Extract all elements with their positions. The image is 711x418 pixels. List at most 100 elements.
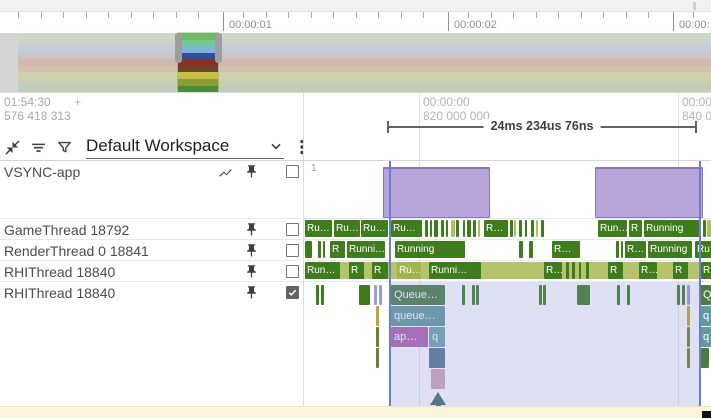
sched-slice[interactable]: Run…: [305, 262, 340, 279]
sched-slice[interactable]: [510, 220, 513, 237]
thread-slice[interactable]: [687, 348, 690, 368]
track-select-checkbox[interactable]: [286, 165, 299, 178]
thread-slice[interactable]: q: [429, 327, 445, 347]
sched-slice[interactable]: Running: [648, 241, 692, 258]
sched-slice[interactable]: [305, 241, 312, 258]
thread-slice[interactable]: [617, 285, 620, 305]
pin-track-icon[interactable]: [244, 285, 259, 300]
sched-slice[interactable]: R…: [544, 262, 562, 279]
thread-slice[interactable]: [627, 285, 630, 305]
thread-slice[interactable]: ap…: [391, 327, 428, 347]
thread-slice[interactable]: [431, 369, 445, 389]
sched-slice[interactable]: R: [330, 241, 345, 258]
sched-slice[interactable]: [478, 220, 480, 237]
sched-slice[interactable]: Runni…: [429, 262, 481, 279]
sched-slice[interactable]: Ru…: [305, 220, 332, 237]
sched-slice[interactable]: [616, 241, 619, 258]
sched-slice[interactable]: [572, 262, 575, 279]
sched-slice[interactable]: [703, 220, 706, 237]
vsync-counter-rect[interactable]: [595, 167, 703, 218]
selection-start-line[interactable]: [389, 161, 391, 406]
sched-slice[interactable]: [456, 220, 459, 237]
workspace-selector[interactable]: Default Workspace: [86, 136, 284, 159]
sched-slice[interactable]: [566, 262, 569, 279]
thread-slice[interactable]: [677, 285, 680, 305]
thread-slice[interactable]: [682, 285, 685, 305]
thread-slice[interactable]: [316, 285, 319, 305]
sched-slice[interactable]: [323, 241, 325, 258]
pin-track-icon[interactable]: [244, 222, 259, 237]
vsync-counter-rect[interactable]: [383, 167, 490, 218]
sched-slice[interactable]: R…: [625, 241, 646, 258]
thread-slice[interactable]: [700, 348, 709, 368]
sched-slice[interactable]: Running: [395, 241, 465, 258]
thread-slice[interactable]: [476, 285, 479, 305]
collapse-tracks-icon[interactable]: [4, 139, 21, 156]
sched-slice[interactable]: [451, 220, 455, 237]
sched-slice[interactable]: [519, 220, 522, 237]
sched-slice[interactable]: [514, 220, 516, 237]
track-select-checkbox[interactable]: [286, 265, 299, 278]
sched-slice[interactable]: R: [349, 262, 364, 279]
minimap-left-handle[interactable]: [174, 33, 182, 63]
sched-slice[interactable]: Ru…: [334, 220, 360, 237]
track-select-checkbox[interactable]: [286, 286, 299, 299]
sched-slice[interactable]: [519, 241, 523, 258]
thread-slice[interactable]: [687, 285, 690, 305]
top-scrollbar[interactable]: [0, 0, 711, 12]
sched-slice[interactable]: Ru…: [397, 262, 421, 279]
minimap-viewport[interactable]: [178, 33, 218, 93]
sched-slice[interactable]: [541, 220, 544, 237]
track-select-checkbox[interactable]: [286, 223, 299, 236]
thread-slice[interactable]: [577, 285, 590, 305]
sched-slice[interactable]: R: [372, 262, 388, 279]
thread-slice[interactable]: [374, 285, 377, 305]
thread-slice[interactable]: q…: [700, 306, 711, 326]
sched-slice[interactable]: [529, 241, 533, 258]
sched-slice[interactable]: [586, 262, 589, 279]
sched-slice[interactable]: R: [608, 262, 623, 279]
pin-track-icon[interactable]: [244, 243, 259, 258]
sched-slice[interactable]: [318, 241, 321, 258]
sched-slice[interactable]: Running: [644, 220, 701, 237]
sched-slice[interactable]: [531, 220, 534, 237]
marker-arrow-icon[interactable]: [430, 392, 446, 405]
workspace-menu-button[interactable]: [294, 138, 310, 156]
thread-slice[interactable]: [379, 285, 382, 305]
thread-slice[interactable]: [462, 285, 465, 305]
sched-slice[interactable]: [467, 220, 471, 237]
sched-slice[interactable]: Run…: [598, 220, 627, 237]
thread-slice[interactable]: [543, 285, 546, 305]
sched-slice[interactable]: [621, 241, 623, 258]
thread-slice[interactable]: [539, 285, 542, 305]
sched-slice[interactable]: [707, 220, 711, 237]
thread-slice[interactable]: [429, 348, 445, 368]
sched-slice[interactable]: [473, 220, 476, 237]
thread-slice[interactable]: [321, 285, 324, 305]
pin-track-icon[interactable]: [244, 264, 259, 279]
overview-minimap[interactable]: [0, 33, 711, 93]
sched-slice[interactable]: Ru: [695, 241, 711, 258]
thread-slice[interactable]: [376, 327, 379, 347]
filter-funnel-icon[interactable]: [56, 139, 73, 156]
sched-slice[interactable]: R: [701, 262, 711, 279]
sched-slice[interactable]: [463, 220, 465, 237]
sched-slice[interactable]: [446, 220, 448, 237]
thread-slice[interactable]: q…: [700, 327, 711, 347]
thread-slice[interactable]: queue…: [391, 306, 445, 326]
filter-list-icon[interactable]: [30, 139, 47, 156]
thread-slice[interactable]: [687, 327, 690, 347]
panel-divider[interactable]: [303, 92, 304, 406]
thread-slice[interactable]: [687, 306, 690, 326]
selection-end-line[interactable]: [699, 161, 701, 406]
thread-slice[interactable]: [359, 285, 370, 305]
minimap-right-handle[interactable]: [214, 33, 222, 63]
sched-slice[interactable]: [536, 220, 538, 237]
thread-slice[interactable]: [376, 306, 379, 326]
sched-slice[interactable]: R…: [552, 241, 580, 258]
sched-slice[interactable]: Runni…: [347, 241, 385, 258]
sched-slice[interactable]: [525, 220, 527, 237]
sched-slice[interactable]: Ru…: [361, 220, 388, 237]
thread-slice[interactable]: Queue…: [391, 285, 445, 305]
pin-track-icon[interactable]: [244, 164, 259, 179]
